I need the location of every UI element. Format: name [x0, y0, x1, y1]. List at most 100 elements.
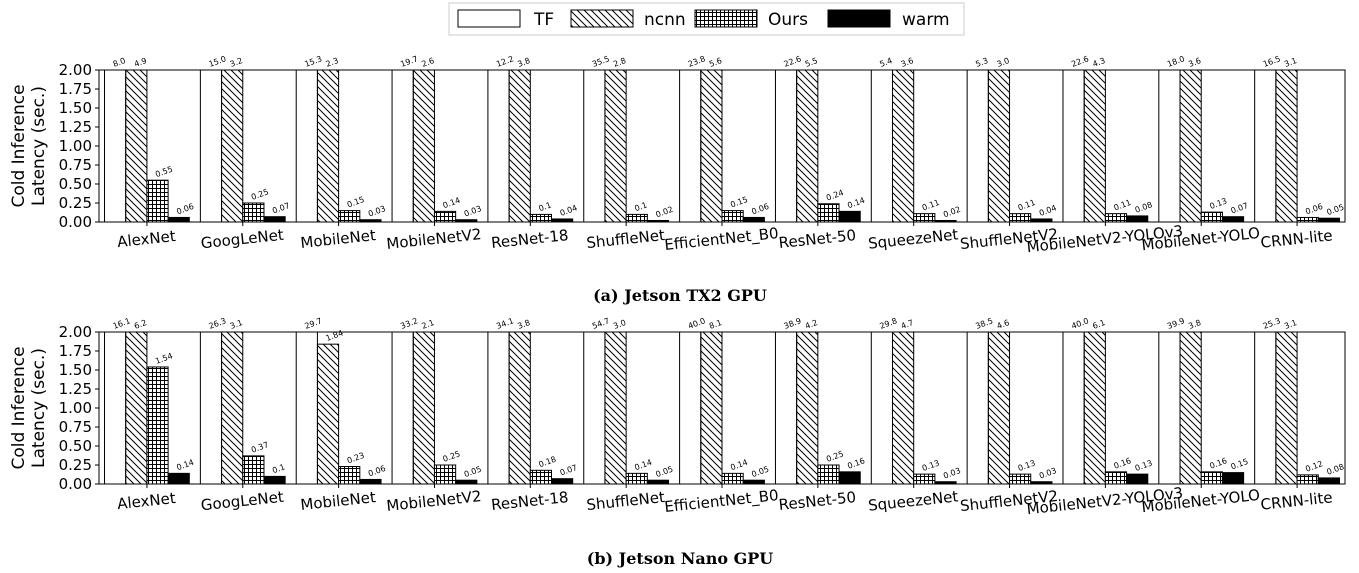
bar-tx2-ncnn-5 [604, 70, 627, 222]
legend-swatch-tf [457, 9, 521, 28]
value-label-nano-ncnn-4: 3.8 [516, 318, 531, 331]
bar-tx2-warm-3 [455, 219, 478, 222]
bar-nano-warm-9 [1030, 481, 1053, 484]
value-label-nano-tf-8: 29.8 [878, 316, 898, 331]
bar-nano-tf-9 [966, 332, 989, 484]
value-label-tx2-ncnn-4: 3.8 [516, 56, 531, 69]
value-label-nano-warm-7: 0.16 [846, 456, 866, 471]
legend-swatch-ncnn [570, 9, 634, 28]
bars-nano [104, 332, 1340, 484]
value-label-tx2-tf-11: 18.0 [1166, 54, 1186, 69]
bar-nano-ours-12 [1296, 474, 1319, 484]
value-label-tx2-ours-8: 0.11 [921, 198, 941, 213]
bar-tx2-warm-7 [838, 210, 861, 222]
bar-tx2-tf-5 [583, 70, 606, 222]
bar-nano-tf-11 [1158, 332, 1181, 484]
bar-tx2-warm-1 [263, 216, 286, 222]
value-label-tx2-ncnn-2: 2.3 [325, 56, 340, 69]
bar-nano-ncnn-8 [891, 332, 915, 484]
bar-nano-ncnn-5 [604, 332, 627, 484]
value-label-tx2-ncnn-12: 3.1 [1283, 56, 1298, 69]
value-label-nano-ours-5: 0.14 [633, 458, 653, 473]
x-tick-label-tx2-8: SqueezeNet [867, 225, 959, 252]
bar-nano-ours-6 [721, 472, 744, 484]
bar-tx2-ncnn-2 [316, 70, 340, 222]
value-label-tx2-ncnn-5: 2.8 [612, 56, 627, 69]
value-label-tx2-warm-3: 0.03 [463, 204, 483, 219]
bar-nano-tf-0 [104, 332, 127, 484]
bar-nano-warm-1 [263, 475, 286, 484]
caption-tx2: (a) Jetson TX2 GPU [593, 286, 767, 305]
value-label-nano-tf-1: 26.3 [208, 316, 228, 331]
bar-nano-ncnn-2 [316, 343, 340, 484]
x-tick-label-nano-2: MobileNet [300, 488, 377, 514]
value-label-nano-ours-6: 0.14 [729, 458, 749, 473]
y-tick-label-tx2-8: 2.00 [59, 61, 92, 79]
y-tick-label-nano-0: 0.00 [59, 475, 92, 493]
legend-swatch-ours [694, 9, 758, 28]
bars-tx2 [104, 70, 1340, 222]
y-axis-label-nano: Cold InferenceLatency (sec.) [9, 346, 49, 469]
value-label-tx2-ours-4: 0.1 [538, 200, 553, 213]
bar-tx2-tf-9 [966, 70, 989, 222]
value-label-tx2-tf-0: 8.0 [112, 56, 127, 69]
bar-nano-ours-4 [529, 469, 553, 484]
bar-nano-warm-11 [1221, 472, 1245, 484]
bar-tx2-warm-4 [551, 218, 574, 222]
value-label-nano-tf-10: 40.0 [1070, 316, 1090, 331]
bar-nano-tf-2 [295, 332, 318, 484]
y-tick-label-nano-6: 1.50 [59, 361, 92, 379]
bar-tx2-ours-6 [721, 210, 744, 222]
value-label-nano-ncnn-11: 3.8 [1187, 318, 1202, 331]
value-label-nano-ours-4: 0.18 [538, 455, 558, 470]
value-label-nano-warm-2: 0.06 [367, 464, 387, 479]
bar-tx2-tf-0 [104, 70, 127, 222]
bar-nano-tf-1 [199, 332, 223, 484]
x-tick-label-tx2-7: ResNet-50 [778, 226, 857, 252]
value-label-tx2-tf-7: 22.6 [783, 54, 803, 69]
value-label-nano-ncnn-7: 4.2 [804, 318, 819, 331]
bar-tx2-tf-6 [679, 70, 702, 222]
value-label-tx2-tf-1: 15.0 [208, 54, 228, 69]
bar-nano-ours-9 [1009, 473, 1032, 484]
bar-tx2-ours-0 [146, 179, 169, 222]
bar-tx2-warm-2 [359, 219, 382, 222]
value-label-nano-ncnn-10: 6.1 [1091, 318, 1106, 331]
value-label-tx2-ours-2: 0.15 [346, 195, 366, 210]
value-label-tx2-warm-12: 0.05 [1325, 203, 1345, 218]
value-label-tx2-warm-5: 0.02 [655, 205, 675, 220]
bar-tx2-warm-12 [1317, 217, 1340, 222]
bar-nano-ours-11 [1200, 471, 1223, 484]
value-label-tx2-tf-4: 12.2 [495, 54, 515, 69]
bar-nano-ncnn-6 [700, 332, 723, 484]
value-label-tx2-ncnn-0: 4.9 [133, 56, 148, 69]
x-tick-label-tx2-3: MobileNetV2 [386, 225, 483, 253]
value-label-nano-tf-9: 38.5 [974, 316, 994, 331]
bar-tx2-tf-10 [1062, 70, 1085, 222]
value-label-nano-tf-11: 39.9 [1166, 316, 1186, 331]
x-tick-label-nano-8: SqueezeNet [867, 487, 959, 514]
bar-tx2-ours-4 [529, 213, 553, 222]
value-label-nano-ours-12: 0.12 [1304, 459, 1324, 474]
y-tick-label-nano-3: 0.75 [59, 418, 92, 436]
x-tick-label-nano-7: ResNet-50 [778, 488, 857, 514]
bar-nano-tf-4 [487, 332, 510, 484]
value-label-tx2-warm-11: 0.07 [1230, 201, 1250, 216]
value-label-nano-warm-3: 0.05 [463, 465, 483, 480]
x-tick-label-nano-1: GoogLeNet [200, 488, 285, 515]
value-label-nano-tf-4: 34.1 [495, 316, 515, 331]
legend-label-ncnn: ncnn [644, 10, 686, 30]
bar-nano-ncnn-10 [1083, 332, 1106, 484]
y-tick-label-tx2-5: 1.25 [59, 118, 92, 136]
value-label-nano-ncnn-0: 6.2 [133, 318, 148, 331]
y-tick-label-nano-7: 1.75 [59, 342, 92, 360]
value-label-tx2-tf-10: 22.6 [1070, 54, 1090, 69]
bar-nano-warm-5 [646, 479, 670, 484]
bar-tx2-tf-1 [199, 70, 223, 222]
value-label-tx2-tf-12: 16.5 [1262, 54, 1282, 69]
bar-nano-ours-7 [817, 464, 840, 484]
value-label-tx2-warm-0: 0.06 [175, 202, 195, 217]
